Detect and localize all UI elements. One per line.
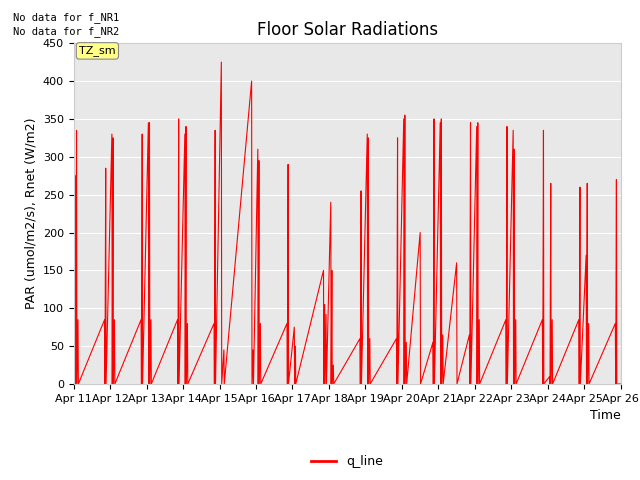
Text: No data for f_NR1: No data for f_NR1 — [13, 12, 119, 23]
Y-axis label: PAR (umol/m2/s), Rnet (W/m2): PAR (umol/m2/s), Rnet (W/m2) — [24, 118, 37, 309]
Title: Floor Solar Radiations: Floor Solar Radiations — [257, 21, 438, 39]
Text: TZ_sm: TZ_sm — [79, 46, 116, 56]
Text: No data for f_NR2: No data for f_NR2 — [13, 26, 119, 37]
X-axis label: Time: Time — [590, 409, 621, 422]
Legend: q_line: q_line — [307, 450, 388, 473]
